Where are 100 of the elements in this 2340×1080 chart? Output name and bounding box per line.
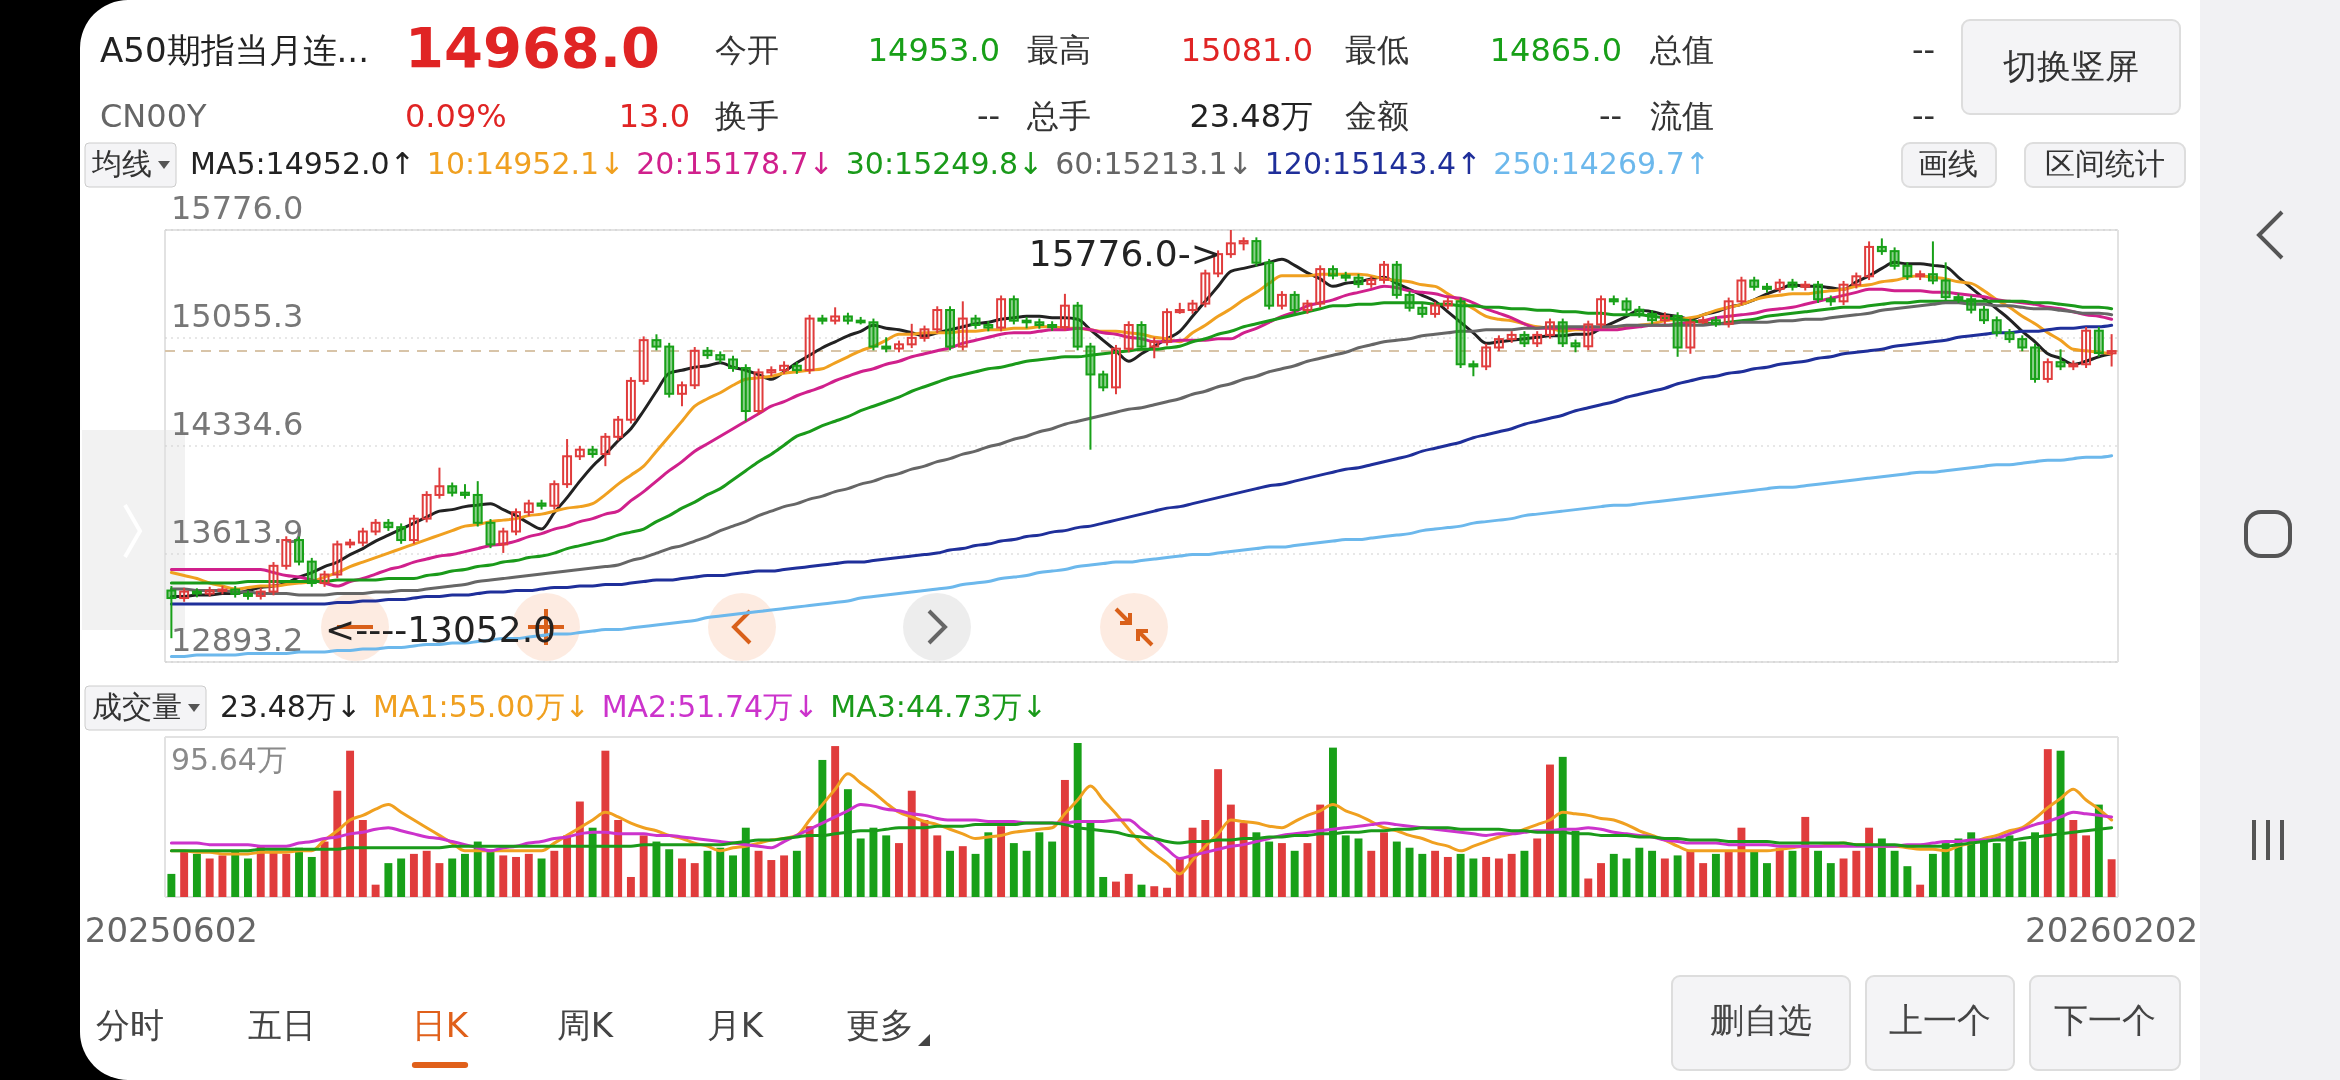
text: 总手	[1026, 97, 1091, 135]
bar	[1035, 832, 1044, 897]
text: 区间统计	[2045, 145, 2165, 181]
bar	[1405, 847, 1414, 897]
text: 金额	[1345, 97, 1409, 135]
bar	[946, 850, 954, 897]
text: 下一个	[2054, 999, 2156, 1040]
bar	[1533, 838, 1542, 897]
text: 日K	[411, 1004, 470, 1045]
bar	[690, 863, 699, 897]
text: 15081.0	[1180, 31, 1313, 69]
text: 月K	[706, 1004, 765, 1045]
bar	[1890, 850, 1899, 897]
bar	[550, 850, 559, 897]
text: 流值	[1650, 97, 1714, 135]
bar	[1826, 863, 1835, 897]
bar	[307, 856, 316, 897]
bar	[907, 790, 916, 897]
text: 10:14952.1↓	[426, 145, 625, 181]
text: --	[976, 97, 1000, 135]
bar	[997, 826, 1006, 897]
bar	[1214, 769, 1223, 897]
bar	[192, 853, 201, 897]
bar	[1686, 850, 1695, 897]
text: MA5:14952.0↑	[190, 145, 415, 181]
bar	[1367, 850, 1376, 897]
bar	[716, 847, 725, 897]
bar	[882, 835, 891, 897]
text: 14968.0	[405, 15, 661, 81]
bar	[1928, 853, 1937, 897]
bar	[1022, 850, 1031, 897]
bar	[984, 832, 993, 897]
bar	[1673, 855, 1682, 897]
bar	[1290, 850, 1299, 897]
bar	[1584, 878, 1593, 897]
bar	[2082, 835, 2091, 897]
bar	[563, 835, 572, 897]
text: 画线	[1918, 145, 1978, 181]
bar	[1456, 853, 1465, 897]
text: 0.09%	[405, 97, 507, 135]
bar	[1648, 850, 1657, 897]
bar	[1239, 823, 1248, 897]
text: 分时	[96, 1004, 164, 1045]
x-tick-label: 20260202	[2025, 909, 2199, 950]
bar	[1048, 841, 1057, 897]
bar	[1099, 876, 1108, 897]
bar	[384, 863, 393, 897]
text: 更多	[846, 1004, 914, 1045]
text: --	[1598, 97, 1622, 135]
bar	[1814, 850, 1822, 897]
text: 60:15213.1↓	[1055, 145, 1253, 181]
text: 换手	[715, 97, 779, 135]
bar	[958, 846, 967, 897]
bar	[333, 790, 342, 897]
text: 最低	[1345, 31, 1409, 69]
y-tick-label: 14334.6	[171, 405, 304, 443]
bar	[2107, 859, 2116, 897]
bar	[2069, 820, 2078, 897]
bar	[805, 826, 814, 897]
bar	[780, 855, 789, 897]
bar	[1124, 873, 1133, 897]
bar	[346, 750, 355, 897]
bar	[1277, 843, 1286, 897]
text: 今开	[715, 31, 779, 69]
bar	[244, 858, 252, 897]
bar	[1482, 856, 1491, 897]
bar	[1494, 858, 1503, 897]
text: MA3:44.73万↓	[830, 688, 1047, 724]
bar	[320, 841, 329, 897]
bar	[1150, 886, 1159, 897]
bar	[1303, 843, 1312, 897]
bar	[1852, 850, 1861, 897]
bar	[856, 838, 865, 897]
text: 14865.0	[1489, 31, 1622, 69]
bar	[2043, 749, 2052, 897]
bar	[1865, 827, 1874, 897]
bar	[626, 876, 635, 897]
text: A50期指当月连...	[100, 29, 369, 70]
text: 30:15249.8↓	[845, 145, 1044, 181]
bar	[435, 863, 444, 897]
bar	[601, 750, 610, 897]
bar	[1660, 858, 1669, 897]
bar	[282, 853, 291, 897]
bar	[1711, 853, 1720, 897]
bar	[665, 849, 674, 897]
bar	[180, 850, 189, 897]
bar	[537, 858, 546, 897]
bar	[1724, 850, 1733, 897]
bar	[397, 858, 406, 897]
bar	[1443, 856, 1452, 897]
bar	[524, 853, 533, 897]
bar	[639, 835, 648, 897]
bar	[1775, 847, 1784, 897]
y-tick-label: 12893.2	[171, 621, 304, 659]
text: MA1:55.00万↓	[373, 688, 590, 724]
legend-title: 均线	[91, 145, 152, 181]
bar	[895, 843, 903, 897]
bar	[1380, 832, 1388, 897]
bar	[358, 820, 367, 897]
bar	[1009, 843, 1018, 897]
